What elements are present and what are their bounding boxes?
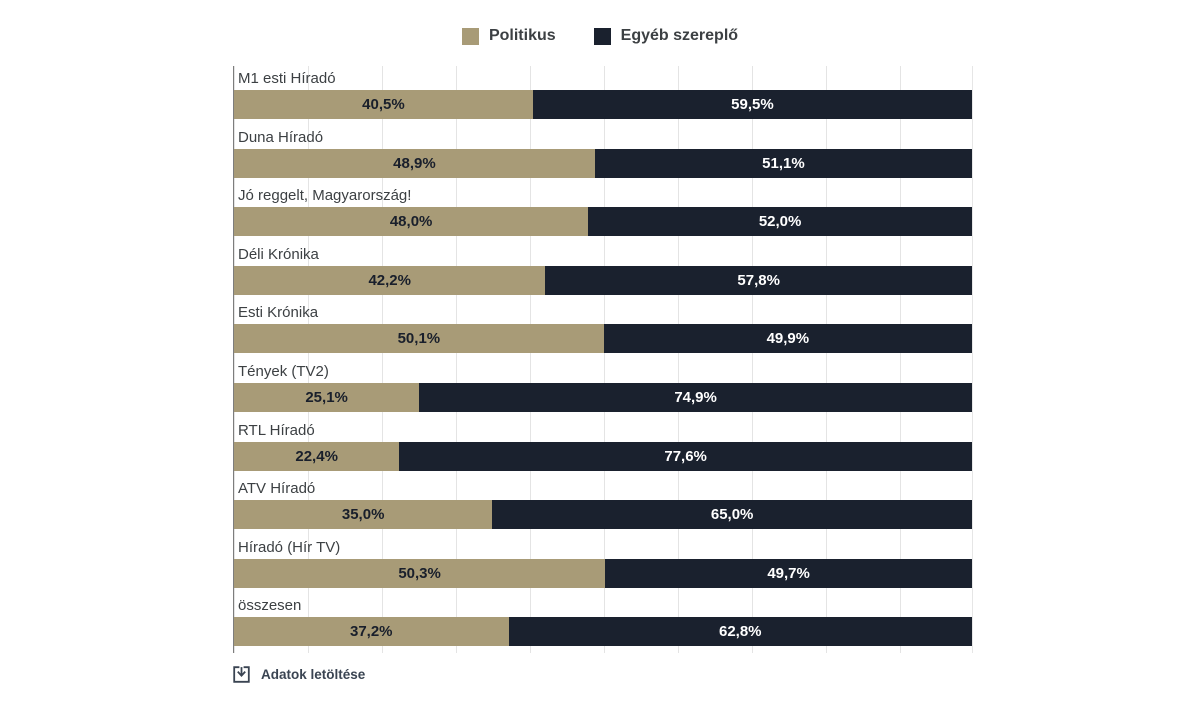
chart-row: Déli Krónika 42,2% 57,8% xyxy=(234,242,972,301)
legend-item-politikus[interactable]: Politikus xyxy=(461,27,556,45)
value-label: 52,0% xyxy=(758,213,802,231)
stacked-bar: 35,0% 65,0% xyxy=(234,500,972,530)
chart-row: RTL Híradó 22,4% 77,6% xyxy=(234,418,972,477)
bar-segment-politikus[interactable]: 48,0% xyxy=(234,207,589,237)
category-label: Déli Krónika xyxy=(238,245,319,263)
chart-row: összesen 37,2% 62,8% xyxy=(234,593,972,652)
bar-segment-egyeb-szereplo[interactable]: 49,7% xyxy=(605,558,972,588)
chart-row: Híradó (Hír TV) 50,3% 49,7% xyxy=(234,535,972,594)
value-label: 37,2% xyxy=(349,623,393,641)
stacked-bar: 25,1% 74,9% xyxy=(234,382,972,412)
value-label: 49,9% xyxy=(766,330,810,348)
category-label: ATV Híradó xyxy=(238,480,316,498)
value-label: 49,7% xyxy=(767,564,810,582)
bar-segment-politikus[interactable]: 35,0% xyxy=(234,500,493,530)
category-label: Duna Híradó xyxy=(238,128,324,146)
category-label: Esti Krónika xyxy=(238,304,319,322)
bar-segment-politikus[interactable]: 40,5% xyxy=(234,90,533,119)
stacked-bar: 50,3% 49,7% xyxy=(234,558,972,588)
bar-segment-egyeb-szereplo[interactable]: 77,6% xyxy=(399,441,972,471)
legend-label: Egyéb szereplő xyxy=(620,27,739,44)
stacked-bar: 48,0% 52,0% xyxy=(234,207,972,237)
bar-segment-egyeb-szereplo[interactable]: 62,8% xyxy=(508,617,972,647)
bar-segment-egyeb-szereplo[interactable]: 65,0% xyxy=(492,500,972,530)
bar-segment-egyeb-szereplo[interactable]: 49,9% xyxy=(603,324,972,354)
value-label: 35,0% xyxy=(341,506,385,524)
stacked-bar: 37,2% 62,8% xyxy=(234,617,972,647)
bar-segment-egyeb-szereplo[interactable]: 59,5% xyxy=(532,90,972,119)
value-label: 40,5% xyxy=(362,96,405,113)
download-data-button[interactable]: Adatok letöltése xyxy=(233,666,365,683)
chart-row: Esti Krónika 50,1% 49,9% xyxy=(234,300,972,359)
bar-segment-politikus[interactable]: 22,4% xyxy=(234,441,400,471)
download-label: Adatok letöltése xyxy=(261,667,366,682)
value-label: 50,3% xyxy=(398,564,441,582)
chart-row: ATV Híradó 35,0% 65,0% xyxy=(234,476,972,535)
value-label: 51,1% xyxy=(762,154,805,172)
bar-segment-politikus[interactable]: 48,9% xyxy=(234,148,595,178)
bar-segment-politikus[interactable]: 50,3% xyxy=(234,558,606,588)
value-label: 22,4% xyxy=(295,447,338,465)
bar-segment-politikus[interactable]: 42,2% xyxy=(234,265,546,295)
value-label: 48,9% xyxy=(393,154,436,172)
value-label: 59,5% xyxy=(731,96,774,113)
legend-swatch-0 xyxy=(461,27,479,45)
bar-segment-egyeb-szereplo[interactable]: 51,1% xyxy=(594,148,972,178)
value-label: 42,2% xyxy=(368,271,411,289)
bar-segment-politikus[interactable]: 50,1% xyxy=(234,324,604,354)
category-label: Tények (TV2) xyxy=(238,362,329,380)
category-label: RTL Híradó xyxy=(238,421,315,439)
stacked-bar: 48,9% 51,1% xyxy=(234,148,972,178)
chart-legend: Politikus Egyéb szereplő xyxy=(0,27,1200,45)
value-label: 65,0% xyxy=(710,506,754,524)
stacked-bar: 50,1% 49,9% xyxy=(234,324,972,354)
bar-segment-egyeb-szereplo[interactable]: 52,0% xyxy=(588,207,972,237)
value-label: 57,8% xyxy=(737,271,780,289)
category-label: Híradó (Hír TV) xyxy=(238,538,341,556)
legend-swatch-1 xyxy=(593,27,611,45)
value-label: 25,1% xyxy=(305,388,348,406)
stacked-bar: 42,2% 57,8% xyxy=(234,265,972,295)
category-label: Jó reggelt, Magyarország! xyxy=(238,187,412,205)
chart-rows: M1 esti Híradó 40,5% 59,5% Duna Híradó 4… xyxy=(234,66,972,652)
legend-item-egyeb-szereplo[interactable]: Egyéb szereplő xyxy=(593,27,739,45)
stacked-bar-chart: M1 esti Híradó 40,5% 59,5% Duna Híradó 4… xyxy=(233,66,973,653)
download-icon xyxy=(233,666,250,683)
value-label: 50,1% xyxy=(397,330,441,348)
value-label: 74,9% xyxy=(674,388,717,406)
category-label: M1 esti Híradó xyxy=(238,70,336,87)
stacked-bar: 40,5% 59,5% xyxy=(234,90,972,119)
bar-segment-politikus[interactable]: 37,2% xyxy=(234,617,509,647)
value-label: 77,6% xyxy=(664,447,707,465)
chart-row: Jó reggelt, Magyarország! 48,0% 52,0% xyxy=(234,183,972,242)
bar-segment-politikus[interactable]: 25,1% xyxy=(234,382,420,412)
chart-row: Duna Híradó 48,9% 51,1% xyxy=(234,125,972,184)
category-label: összesen xyxy=(238,597,302,615)
chart-row: Tények (TV2) 25,1% 74,9% xyxy=(234,359,972,418)
value-label: 48,0% xyxy=(389,213,433,231)
value-label: 62,8% xyxy=(718,623,762,641)
legend-label: Politikus xyxy=(488,27,556,44)
chart-row: M1 esti Híradó 40,5% 59,5% xyxy=(234,66,972,125)
stacked-bar: 22,4% 77,6% xyxy=(234,441,972,471)
bar-segment-egyeb-szereplo[interactable]: 57,8% xyxy=(545,265,972,295)
bar-segment-egyeb-szereplo[interactable]: 74,9% xyxy=(419,382,972,412)
